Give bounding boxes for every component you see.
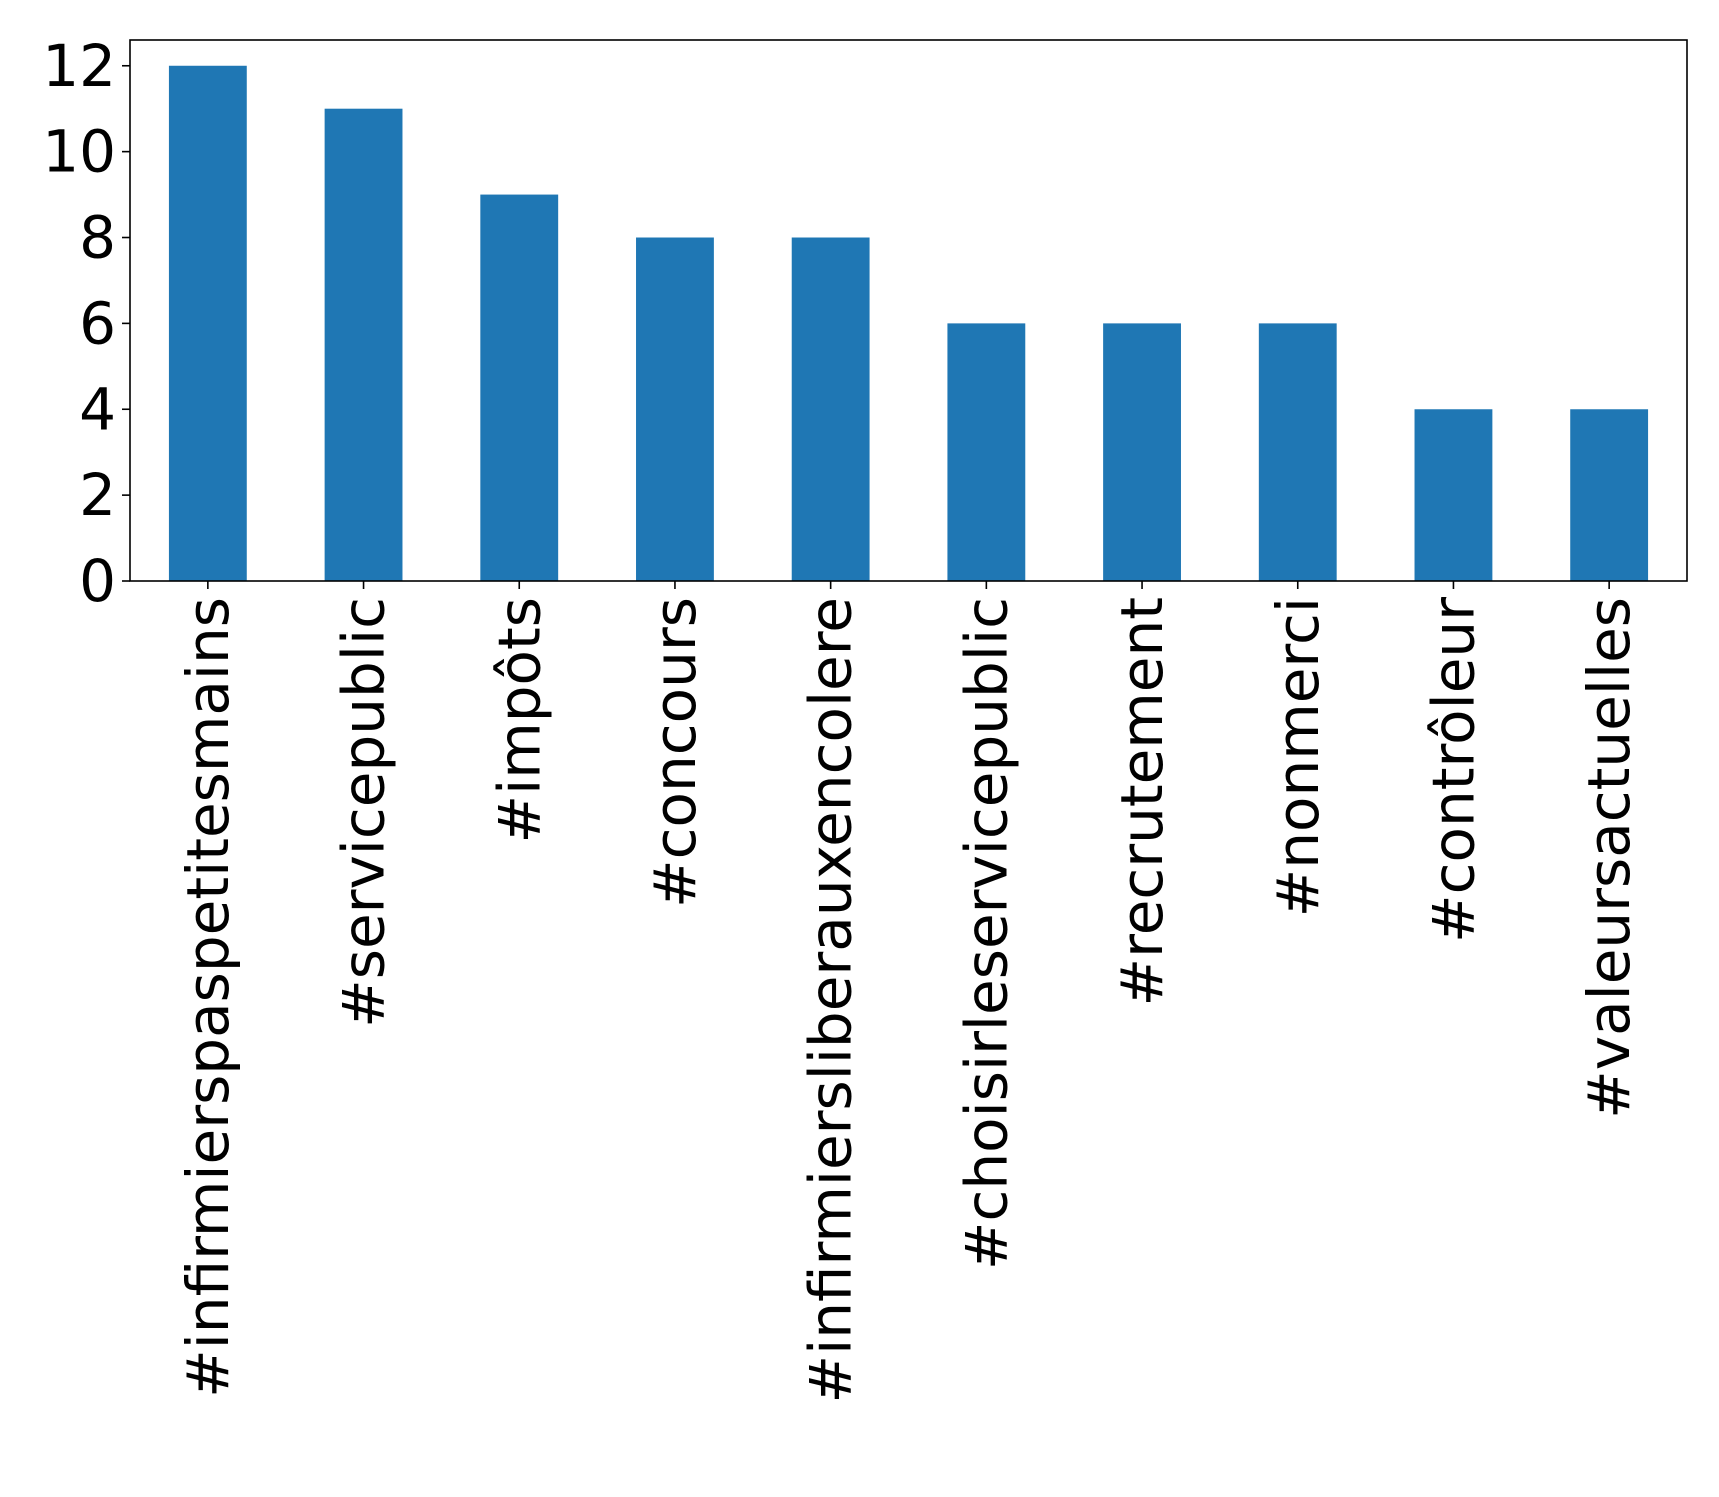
- x-tick-label-4: #infirmiersliberauxencolere: [797, 597, 865, 1403]
- x-tick-label-1: #servicepublic: [330, 597, 398, 1028]
- bar-0: [168, 65, 247, 581]
- bar-7: [1258, 323, 1337, 581]
- x-tick-label-2: #impôts: [485, 597, 553, 843]
- y-tick-label-1: 2: [79, 461, 116, 529]
- bar-6: [1103, 323, 1181, 581]
- bars-group: [168, 65, 1649, 582]
- bar-4: [791, 237, 870, 581]
- x-tick-label-0: #infirmierspaspetitesmains: [174, 597, 242, 1398]
- bar-2: [480, 194, 559, 582]
- x-axis: #infirmierspaspetitesmains #servicepublic…: [174, 581, 1643, 1403]
- x-tick-label-6: #recrutement: [1108, 597, 1176, 1006]
- bar-9: [1570, 409, 1649, 581]
- bar-3: [636, 237, 714, 581]
- bar-5: [947, 323, 1026, 581]
- x-tick-label-8: #contrôleur: [1419, 597, 1487, 943]
- y-tick-label-0: 0: [79, 547, 116, 615]
- bar-1: [324, 108, 403, 581]
- y-tick-label-4: 8: [79, 204, 116, 272]
- plot-frame: [129, 39, 1688, 582]
- x-tick-label-3: #concours: [641, 597, 709, 908]
- y-axis: 0 2 4 6 8 10 12: [42, 32, 130, 615]
- y-tick-label-3: 6: [79, 289, 116, 357]
- x-tick-label-9: #valeursactuelles: [1575, 597, 1643, 1119]
- bar-8: [1414, 409, 1493, 581]
- y-tick-label-5: 10: [42, 118, 116, 186]
- y-tick-label-2: 4: [79, 375, 116, 443]
- x-tick-label-7: #nonmerci: [1264, 597, 1332, 917]
- y-tick-label-6: 12: [42, 32, 116, 100]
- x-tick-label-5: #choisirleservicepublic: [952, 597, 1020, 1270]
